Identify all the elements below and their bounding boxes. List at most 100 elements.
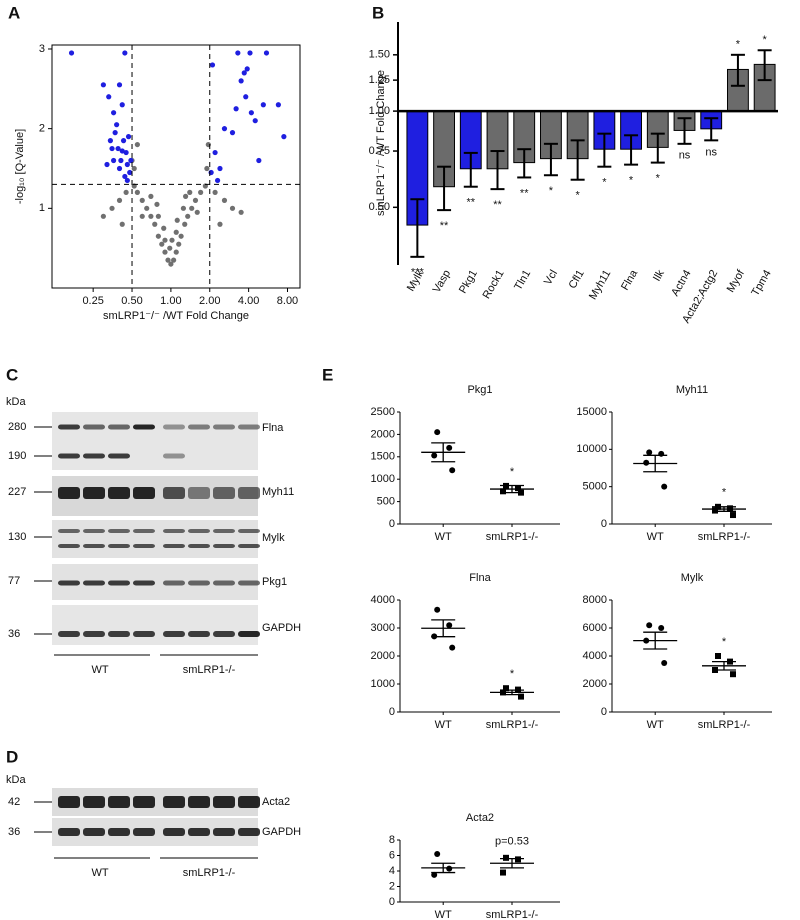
data-point bbox=[712, 507, 718, 514]
blot-band bbox=[188, 828, 210, 836]
y-tick-label: 0.50 bbox=[369, 201, 390, 213]
significance-label: ** bbox=[493, 199, 502, 211]
data-point bbox=[169, 237, 175, 243]
data-point bbox=[238, 78, 244, 84]
protein-label: GAPDH bbox=[262, 826, 301, 838]
protein-label: Flna bbox=[262, 422, 284, 434]
kda-marker: 227 bbox=[8, 486, 26, 498]
y-tick-label: 8 bbox=[389, 834, 395, 846]
blot-membrane bbox=[52, 520, 258, 558]
data-point bbox=[134, 141, 140, 148]
data-point bbox=[247, 50, 253, 56]
significance-label: ** bbox=[520, 187, 529, 199]
x-tick-label: Vcl bbox=[542, 268, 560, 287]
data-point bbox=[434, 850, 441, 857]
blot-band bbox=[238, 828, 260, 836]
blot-band bbox=[188, 529, 210, 533]
blot-band bbox=[58, 580, 80, 586]
data-point bbox=[209, 62, 216, 68]
x-tick-label: WT bbox=[435, 719, 452, 731]
kda-marker: 190 bbox=[8, 450, 26, 462]
data-point bbox=[217, 165, 223, 172]
blot-band bbox=[213, 487, 235, 499]
data-point bbox=[167, 245, 173, 251]
data-point bbox=[730, 671, 736, 678]
chart-title: Flna bbox=[469, 572, 491, 584]
y-tick-label: 1.50 bbox=[369, 49, 390, 61]
x-tick-label: Rock1 bbox=[481, 268, 507, 301]
data-point bbox=[139, 197, 145, 203]
blot-band bbox=[108, 796, 130, 808]
y-tick-label: 1.00 bbox=[369, 105, 390, 117]
blot-band bbox=[188, 796, 210, 808]
blot-band bbox=[108, 424, 130, 430]
y-tick-label: 1 bbox=[39, 202, 45, 214]
blot-band bbox=[58, 544, 80, 548]
data-point bbox=[229, 205, 236, 211]
data-point bbox=[235, 50, 241, 56]
blot-band bbox=[83, 631, 105, 637]
x-tick-label: Myh11 bbox=[587, 268, 613, 302]
data-point bbox=[256, 157, 262, 164]
y-tick-label: 2 bbox=[389, 880, 395, 892]
data-point bbox=[116, 197, 123, 203]
blot-band bbox=[188, 487, 210, 499]
blot-band bbox=[213, 631, 235, 637]
data-point bbox=[221, 197, 228, 203]
blot-band bbox=[83, 424, 105, 430]
blot-band bbox=[213, 529, 235, 533]
data-point bbox=[446, 444, 453, 451]
data-point bbox=[643, 459, 650, 466]
x-tick-label: Cfl1 bbox=[567, 268, 587, 291]
data-point bbox=[503, 685, 509, 692]
data-point bbox=[165, 257, 171, 263]
panel-label: B bbox=[372, 3, 384, 22]
data-point bbox=[134, 189, 140, 195]
blot-band bbox=[133, 631, 155, 637]
data-point bbox=[434, 606, 441, 613]
y-tick-label: 1000 bbox=[371, 473, 395, 485]
blot-band bbox=[188, 631, 210, 637]
y-tick-label: 2000 bbox=[371, 428, 395, 440]
data-point bbox=[111, 110, 117, 116]
blot-band bbox=[58, 796, 80, 808]
data-point bbox=[212, 149, 218, 156]
kda-marker: 280 bbox=[8, 421, 26, 433]
data-point bbox=[159, 241, 165, 247]
blot-band bbox=[238, 529, 260, 533]
protein-label: Mylk bbox=[262, 532, 285, 544]
x-tick-label: Tln1 bbox=[512, 268, 533, 293]
blot-band bbox=[58, 529, 80, 533]
x-tick-label: Flna bbox=[619, 267, 641, 292]
data-point bbox=[260, 102, 266, 108]
data-point bbox=[221, 126, 228, 132]
data-point bbox=[124, 161, 130, 168]
data-point bbox=[124, 177, 130, 184]
data-point bbox=[189, 205, 195, 211]
data-point bbox=[173, 229, 179, 235]
y-tick-label: 0 bbox=[389, 706, 395, 718]
significance-label: * bbox=[656, 173, 661, 185]
x-tick-label: 2.00 bbox=[199, 295, 220, 307]
y-tick-label: 0 bbox=[389, 896, 395, 908]
data-point bbox=[646, 622, 653, 629]
x-tick-label: smLRP1-/- bbox=[486, 909, 539, 920]
significance-label: ns bbox=[705, 146, 717, 158]
blot-band bbox=[83, 544, 105, 548]
blot-band bbox=[163, 529, 185, 533]
data-point bbox=[182, 221, 188, 227]
x-tick-label: smLRP1-/- bbox=[698, 531, 751, 543]
x-tick-label: 0.25 bbox=[82, 295, 103, 307]
blot-band bbox=[238, 796, 260, 808]
significance-label: * bbox=[722, 487, 727, 499]
chart-title: Mylk bbox=[681, 572, 704, 584]
kda-marker: 36 bbox=[8, 628, 20, 640]
blot-band bbox=[188, 580, 210, 586]
data-point bbox=[248, 110, 254, 116]
y-tick-label: 1500 bbox=[371, 451, 395, 463]
blot-band bbox=[213, 544, 235, 548]
blot-band bbox=[213, 796, 235, 808]
y-tick-label: 0 bbox=[389, 518, 395, 530]
data-point bbox=[123, 189, 129, 195]
data-point bbox=[171, 257, 177, 263]
